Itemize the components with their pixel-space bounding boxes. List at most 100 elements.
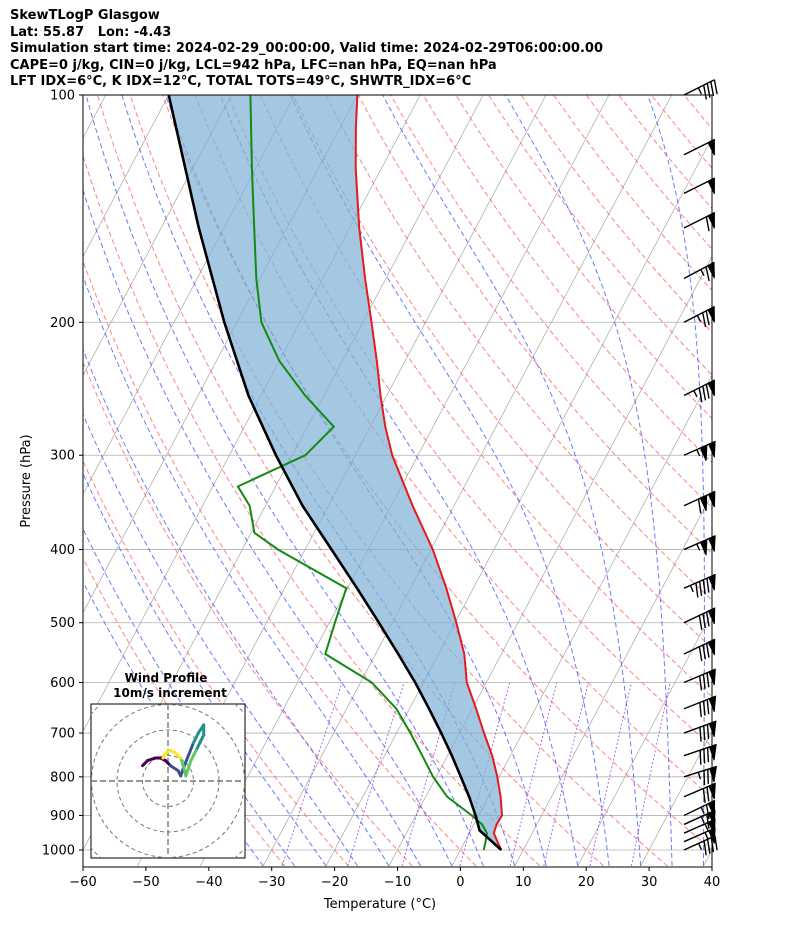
x-tick-label: −20	[321, 875, 348, 890]
wind-barb-feather	[706, 839, 711, 854]
moist-adiabat	[83, 348, 390, 867]
wind-barb	[683, 720, 717, 742]
x-tick-label: 40	[704, 875, 721, 890]
wind-barb-half-feather	[696, 449, 701, 457]
x-tick-label: 20	[578, 875, 595, 890]
dry-adiabat	[325, 95, 712, 601]
dry-adiabat	[357, 95, 712, 555]
chart-title: SkewTLogP Glasgow	[10, 8, 160, 23]
chart-header: SkewTLogP Glasgow Lat: 55.87 Lon: -4.43 …	[10, 8, 603, 91]
dry-adiabat	[585, 95, 712, 250]
moist-adiabat	[83, 274, 421, 867]
wind-barb-feather	[706, 724, 710, 739]
wind-barb-feather	[698, 646, 703, 662]
wind-barb-flag	[699, 494, 708, 512]
wind-barb-feather	[697, 498, 702, 514]
wind-barb	[683, 211, 715, 232]
wind-barb	[683, 138, 715, 156]
dry-adiabat	[618, 95, 712, 210]
y-tick-label: 100	[50, 89, 75, 104]
moist-adiabat	[85, 95, 484, 867]
moist-adiabat	[289, 95, 610, 867]
wind-barb-feather	[698, 615, 703, 630]
wind-barb-feather	[706, 672, 710, 688]
cape-fill-layer	[168, 95, 502, 850]
wind-barb-feather	[706, 578, 710, 593]
wind-barb-staff	[683, 835, 716, 851]
hodograph-title: Wind Profile	[125, 671, 208, 685]
y-tick-label: 900	[50, 809, 75, 824]
wind-barb-feather	[705, 643, 710, 658]
wind-barb-feather	[706, 747, 710, 763]
isotherm-gridline	[83, 95, 170, 258]
hodograph-plot	[91, 704, 245, 858]
wind-barb-half-feather	[697, 87, 703, 95]
mixing-ratio-line	[401, 682, 456, 867]
dry-adiabat	[455, 95, 712, 420]
wind-barb-half-feather	[696, 315, 702, 322]
moist-adiabat	[83, 472, 327, 867]
wind-barb-staff	[683, 79, 715, 96]
x-tick-label: −40	[195, 875, 222, 890]
wind-barb	[683, 535, 716, 556]
isotherm-gridline	[514, 493, 712, 867]
time-line: Simulation start time: 2024-02-29_00:00:…	[10, 41, 603, 57]
x-tick-label: 30	[641, 875, 658, 890]
adiabat-layer	[83, 95, 712, 867]
wind-barb-feather	[706, 699, 710, 715]
wind-barb	[683, 379, 715, 403]
wind-barb-feather	[702, 385, 707, 401]
x-axis-label: Temperature (°C)	[323, 897, 436, 912]
wind-barb-feather	[701, 312, 707, 328]
indices-line: LFT IDX=6°C, K IDX=12°C, TOTAL TOTS=49°C…	[10, 74, 472, 90]
params-line: CAPE=0 j/kg, CIN=0 j/kg, LCL=942 hPa, LF…	[10, 57, 497, 73]
x-tick-label: 10	[515, 875, 532, 890]
wind-barb-feather	[705, 310, 710, 326]
wind-barb-feather	[702, 644, 707, 660]
wind-barb-feather	[703, 748, 706, 764]
mixing-ratio-line	[589, 682, 632, 867]
mixing-ratio-line	[509, 682, 558, 867]
dry-adiabat	[83, 259, 477, 867]
wind-barb	[683, 638, 716, 662]
isotherm-gridline	[577, 611, 712, 867]
wind-barb-feather	[706, 786, 710, 802]
moist-adiabat	[165, 95, 547, 867]
wind-barb-feather	[713, 79, 718, 95]
wind-barb-feather	[705, 266, 710, 282]
wind-barb-feather	[702, 613, 707, 629]
wind-barb-half-feather	[700, 269, 705, 277]
x-tick-label: −60	[69, 875, 96, 890]
hodograph-inset	[90, 703, 246, 859]
wind-barb	[683, 261, 715, 282]
dry-adiabat	[390, 95, 712, 509]
wind-barb-feather	[710, 81, 715, 97]
wind-barb-feather	[705, 804, 710, 820]
wind-barb-feather	[705, 216, 710, 232]
moist-adiabat	[647, 95, 705, 866]
wind-barb	[683, 305, 715, 328]
wind-barb-feather	[702, 700, 706, 716]
dry-adiabat	[83, 459, 349, 867]
x-tick-label: −50	[132, 875, 159, 890]
wind-barb	[683, 79, 718, 100]
x-tick-label: −10	[384, 875, 411, 890]
cape-shaded-area	[168, 95, 502, 850]
wind-barb	[683, 490, 716, 514]
wind-barb-feather	[703, 725, 706, 741]
location-line: Lat: 55.87 Lon: -4.43	[10, 24, 172, 40]
wind-barb	[683, 573, 716, 598]
wind-barb	[683, 177, 715, 195]
mixing-ratio-line	[281, 682, 343, 867]
isotherm-gridline	[83, 95, 232, 377]
isotherm-gridline	[262, 95, 673, 867]
hodograph-subtitle: 10m/s increment	[113, 686, 227, 700]
wind-barb-flag	[699, 538, 708, 556]
y-tick-label: 400	[50, 543, 75, 558]
wind-barb-flag	[707, 379, 715, 397]
wind-barb-feather	[695, 582, 699, 598]
dry-adiabat	[520, 95, 712, 334]
dry-adiabat	[227, 95, 712, 748]
dry-adiabat	[259, 95, 712, 698]
